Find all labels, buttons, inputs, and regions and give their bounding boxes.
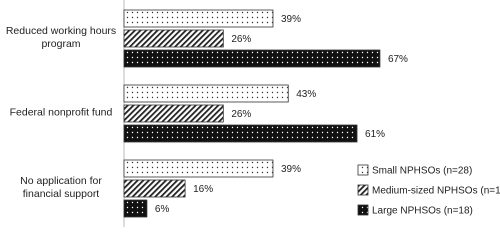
chart-svg: 39% 26% 67% 43% 26% 61% 39% 16% 6% Small NPHSOs (…	[123, 0, 500, 227]
value-label: 26%	[231, 34, 251, 45]
legend-swatch	[357, 204, 369, 216]
value-label: 39%	[281, 164, 301, 175]
category-label: No application for financial support	[20, 175, 102, 200]
category-label: Federal nonprofit fund	[9, 106, 113, 119]
legend-swatch	[357, 164, 369, 176]
legend-swatch	[357, 184, 369, 196]
value-label: 6%	[155, 204, 170, 215]
value-label: 16%	[193, 184, 213, 195]
bar	[123, 179, 186, 198]
value-label: 67%	[388, 54, 408, 65]
bar	[123, 84, 289, 103]
legend-label: Small NPHSOs (n=28)	[372, 166, 472, 177]
bar	[123, 124, 358, 143]
bar	[123, 9, 274, 28]
chart: 39% 26% 67% 43% 26% 61% 39% 16% 6% Small NPHSOs (…	[5, 0, 500, 227]
bar	[123, 159, 274, 178]
legend-label: Large NPHSOs (n=18)	[372, 206, 473, 217]
legend-label: Medium-sized NPHSOs (n=19)	[372, 186, 500, 197]
value-label: 26%	[231, 109, 251, 120]
bar	[123, 29, 224, 48]
category-label: Reduced working hours program	[5, 25, 117, 50]
value-label: 43%	[296, 89, 316, 100]
bar	[123, 199, 148, 218]
bar	[123, 104, 224, 123]
value-label: 39%	[281, 14, 301, 25]
bar	[123, 49, 381, 68]
value-label: 61%	[365, 129, 385, 140]
